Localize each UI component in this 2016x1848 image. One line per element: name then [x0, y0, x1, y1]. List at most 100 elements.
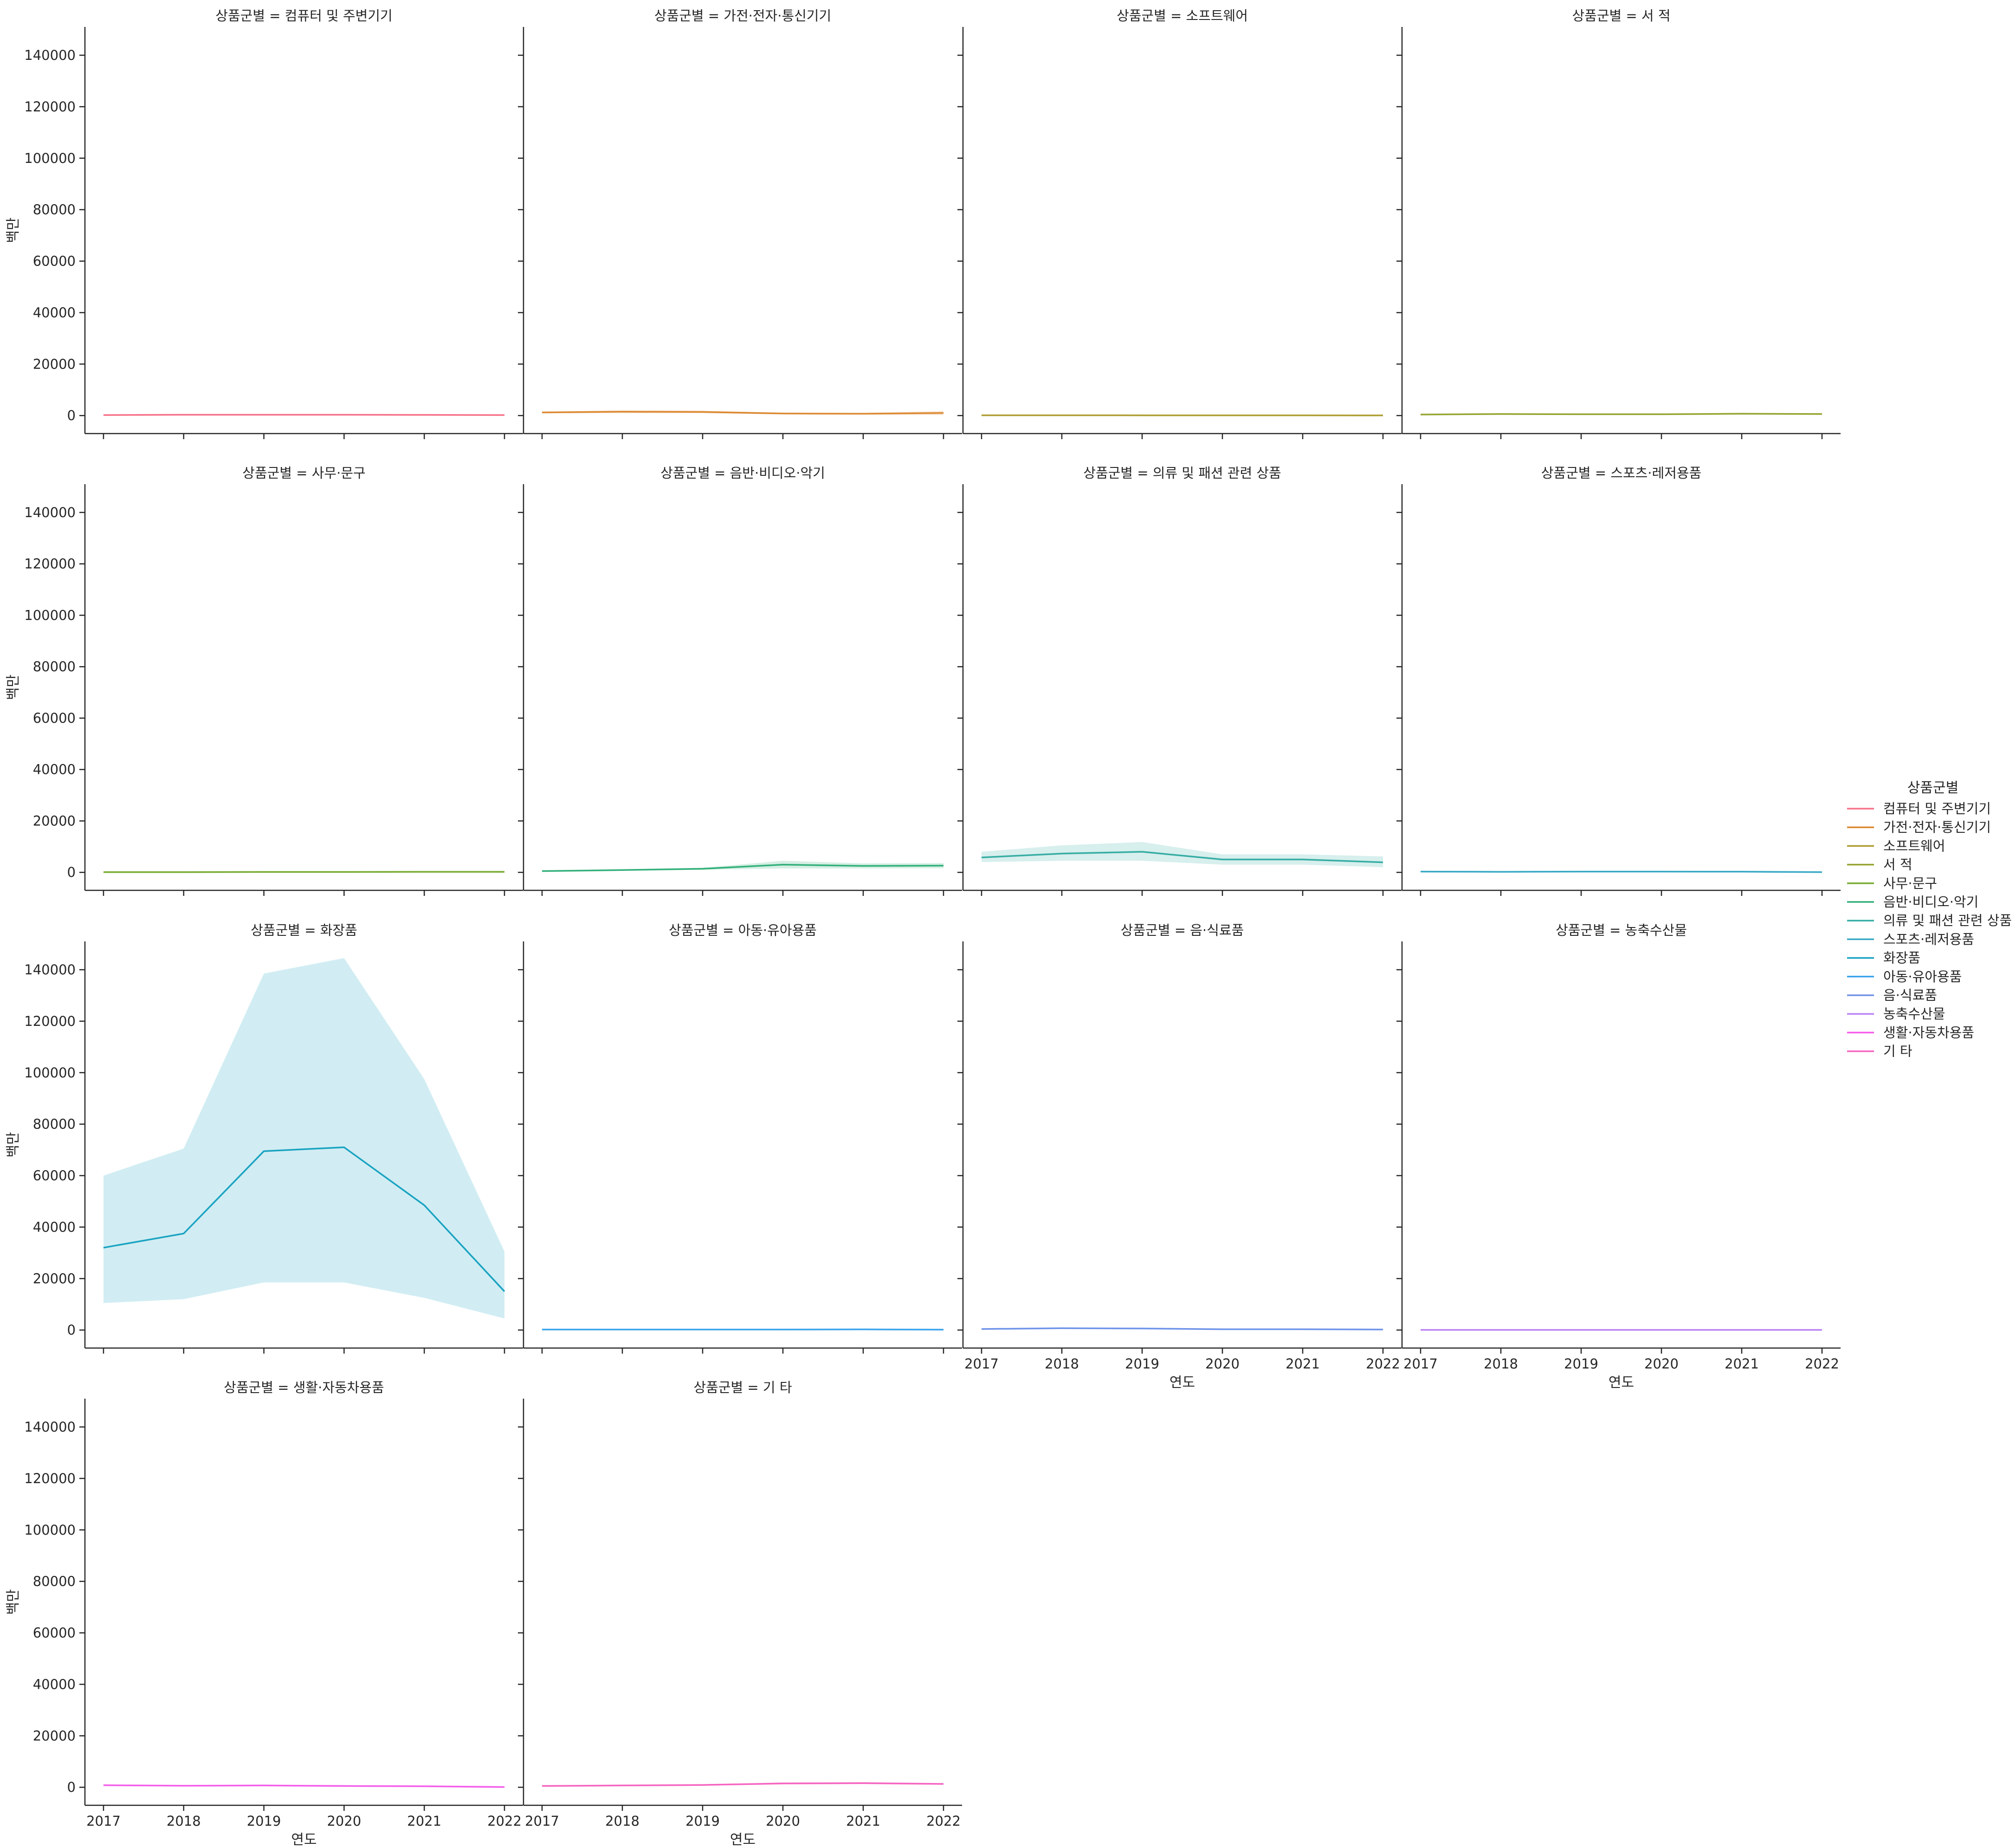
- data-point: [1580, 871, 1582, 873]
- data-point: [1500, 413, 1502, 415]
- y-tick-label: 120000: [24, 1471, 76, 1486]
- data-point: [103, 414, 104, 416]
- x-tick-label: 2022: [1366, 1356, 1400, 1372]
- x-tick-label: 2020: [1644, 1356, 1679, 1372]
- panel-title: 상품군별 = 사무·문구: [242, 465, 365, 481]
- data-point: [1382, 1329, 1384, 1330]
- data-point: [1420, 414, 1422, 415]
- y-tick-label: 40000: [33, 762, 76, 778]
- legend-label: 음반·비디오·악기: [1883, 894, 1978, 910]
- x-tick-label: 2021: [1725, 1356, 1759, 1372]
- data-point: [504, 871, 505, 873]
- y-tick-label: 20000: [33, 1271, 76, 1286]
- facet-panel: 상품군별 = 가전·전자·통신기기: [518, 8, 962, 439]
- x-axis-title: 연도: [291, 1832, 317, 1848]
- data-point: [782, 1329, 784, 1330]
- y-tick-label: 60000: [33, 253, 76, 269]
- legend-label: 가전·전자·통신기기: [1883, 819, 1991, 835]
- data-point: [541, 870, 543, 872]
- data-point: [782, 864, 784, 866]
- legend-label: 기 타: [1883, 1044, 1913, 1059]
- panel-title: 상품군별 = 생활·자동차용품: [224, 1380, 384, 1395]
- confidence-band: [103, 958, 504, 1319]
- y-tick-label: 20000: [33, 1728, 76, 1744]
- data-point: [702, 1784, 704, 1786]
- x-tick-label: 2019: [1125, 1356, 1159, 1372]
- x-axis-title: 연도: [1609, 1375, 1634, 1391]
- data-point: [103, 1247, 104, 1249]
- y-tick-label: 100000: [24, 1065, 76, 1081]
- data-point: [263, 414, 265, 416]
- data-point: [1221, 1329, 1223, 1330]
- data-point: [183, 414, 185, 416]
- facet-panel: 상품군별 = 농축수산물 2017 2018 2019 2020 2021 2022 연도: [1396, 922, 1841, 1391]
- series-line: [1420, 413, 1822, 415]
- facet-panel: 상품군별 = 사무·문구 0 20000 40000 60000 80000 100000 1…: [5, 465, 523, 896]
- panel-title: 상품군별 = 소프트웨어: [1117, 8, 1248, 24]
- panel-title: 상품군별 = 음·식료품: [1121, 922, 1244, 938]
- x-tick-label: 2019: [1564, 1356, 1598, 1372]
- data-point: [943, 1783, 944, 1785]
- x-tick-label: 2019: [685, 1813, 720, 1829]
- facet-panel: 상품군별 = 기 타 2017 2018 2019 2020 2021 2022 연도: [518, 1380, 962, 1848]
- x-tick-label: 2022: [1805, 1356, 1839, 1372]
- series-line: [542, 1782, 944, 1787]
- data-point: [1420, 871, 1422, 873]
- data-point: [103, 871, 104, 873]
- legend-label: 아동·유아용품: [1883, 969, 1962, 985]
- data-point: [1141, 415, 1143, 416]
- facet-panel: 상품군별 = 소프트웨어: [957, 8, 1402, 439]
- data-point: [981, 856, 982, 858]
- panel-title: 상품군별 = 아동·유아용품: [669, 922, 817, 938]
- y-tick-label: 140000: [24, 47, 76, 63]
- legend-title: 상품군별: [1907, 780, 1958, 796]
- legend-label: 의류 및 패션 관련 상품: [1883, 913, 2012, 928]
- panel-title: 상품군별 = 기 타: [693, 1380, 792, 1395]
- data-point: [1221, 859, 1223, 861]
- x-tick-label: 2017: [964, 1356, 999, 1372]
- legend-label: 컴퓨터 및 주변기기: [1883, 801, 1991, 817]
- data-point: [782, 1783, 784, 1784]
- data-point: [103, 1784, 104, 1786]
- x-tick-label: 2018: [1045, 1356, 1079, 1372]
- y-tick-label: 100000: [24, 607, 76, 623]
- data-point: [1382, 415, 1384, 416]
- x-tick-label: 2017: [86, 1813, 121, 1829]
- y-tick-label: 80000: [33, 202, 76, 218]
- x-axis-title: 연도: [1170, 1375, 1195, 1391]
- y-tick-label: 140000: [24, 1419, 76, 1435]
- x-tick-label: 2021: [846, 1813, 880, 1829]
- facet-panel: 상품군별 = 컴퓨터 및 주변기기 0 20000 40000 60000 80000 10…: [5, 8, 523, 439]
- data-point: [943, 1329, 944, 1330]
- y-tick-label: 80000: [33, 1116, 76, 1132]
- data-point: [862, 865, 864, 867]
- series-line: [542, 863, 944, 872]
- legend-label: 사무·문구: [1883, 875, 1937, 891]
- data-point: [1302, 415, 1304, 416]
- data-point: [943, 865, 944, 867]
- y-tick-label: 140000: [24, 505, 76, 520]
- y-tick-label: 80000: [33, 1574, 76, 1589]
- data-point: [183, 1785, 185, 1787]
- data-point: [621, 1329, 623, 1330]
- series-line: [542, 1329, 944, 1331]
- data-point: [621, 411, 623, 413]
- data-point: [862, 1329, 864, 1330]
- data-point: [981, 1328, 982, 1330]
- data-point: [541, 1329, 543, 1330]
- data-point: [343, 1785, 345, 1787]
- data-point: [1382, 862, 1384, 863]
- panel-title: 상품군별 = 음반·비디오·악기: [660, 465, 825, 481]
- data-point: [541, 412, 543, 414]
- y-tick-label: 40000: [33, 1676, 76, 1692]
- data-point: [1580, 1329, 1582, 1331]
- data-point: [1061, 415, 1063, 416]
- panel-title: 상품군별 = 서 적: [1572, 8, 1670, 24]
- legend-label: 농축수산물: [1883, 1006, 1945, 1022]
- data-point: [1500, 871, 1502, 873]
- data-point: [423, 871, 425, 873]
- y-tick-label: 100000: [24, 150, 76, 166]
- y-tick-label: 0: [67, 1779, 76, 1795]
